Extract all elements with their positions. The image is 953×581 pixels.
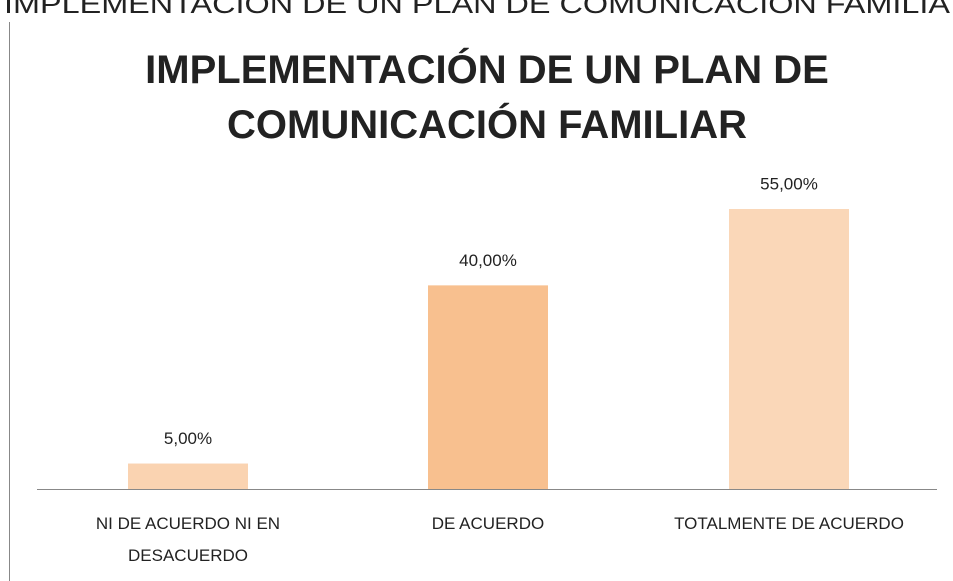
value-label: 40,00%	[459, 251, 517, 270]
chart-title: IMPLEMENTACIÓN DE UN PLAN DE COMUNICACIÓN…	[145, 46, 829, 147]
x-tick-label: NI DE ACUERDO NI EN DESACUERDO	[96, 514, 280, 565]
x-tick-label: TOTALMENTE DE ACUERDO	[674, 514, 904, 533]
bar	[729, 209, 849, 489]
bar	[428, 285, 548, 489]
header-text: IMPLEMENTACIÓN DE UN PLAN DE COMUNICACIÓ…	[4, 0, 950, 19]
value-label: 55,00%	[760, 174, 818, 193]
x-tick-label: DE ACUERDO	[432, 514, 544, 533]
value-label: 5,00%	[164, 429, 212, 448]
bar	[128, 463, 248, 489]
